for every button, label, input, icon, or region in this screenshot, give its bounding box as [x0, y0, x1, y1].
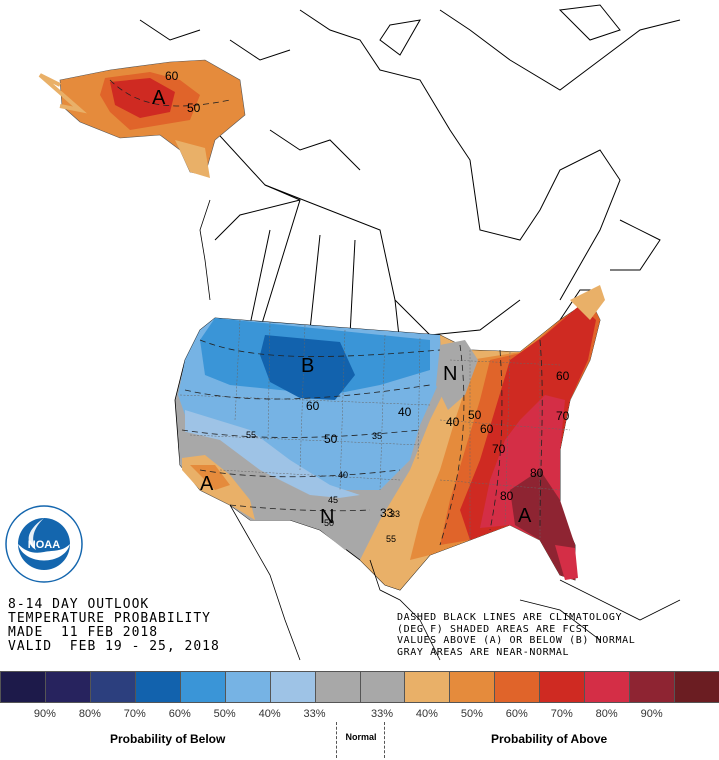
- legend-swatch: [0, 671, 46, 703]
- alaska-region: [38, 59, 246, 178]
- legend-swatch: [494, 671, 541, 703]
- contour-label: 45: [328, 495, 338, 505]
- noaa-logo: NOAA: [5, 505, 83, 583]
- contour-label: 50: [324, 432, 338, 446]
- legend-percent: 40%: [258, 708, 281, 720]
- climatology-lines: [109, 79, 543, 546]
- legend-swatch: [134, 671, 181, 703]
- legend-swatch: [404, 671, 451, 703]
- above-southeast-label: A: [518, 505, 532, 527]
- conus-region: [174, 285, 605, 591]
- legend-swatch: [314, 671, 361, 703]
- contour-label: 60: [480, 422, 494, 436]
- contour-label: 70: [492, 442, 506, 456]
- contour-label: 55: [246, 430, 256, 440]
- notes-block: DASHED BLACK LINES ARE CLIMATOLOGY (DEG …: [397, 612, 707, 658]
- legend-percent: 33%: [303, 708, 326, 720]
- normal-ohio-label: N: [443, 363, 457, 385]
- probability-below-label: Probability of Below: [110, 732, 226, 746]
- note-line: GRAY AREAS ARE NEAR-NORMAL: [397, 646, 570, 658]
- noaa-logo-text: NOAA: [28, 539, 60, 551]
- legend-swatch: [539, 671, 586, 703]
- legend-swatch: [179, 671, 226, 703]
- contour-label: 40: [338, 470, 348, 480]
- legend-percent: 80%: [595, 708, 618, 720]
- legend-swatch: [224, 671, 271, 703]
- state-boundaries: [179, 319, 571, 540]
- legend-percent: 70%: [123, 708, 146, 720]
- contour-label: 50: [187, 101, 201, 115]
- region-letter-group: B A A A N N: [152, 87, 532, 528]
- contour-label: 70: [556, 409, 570, 423]
- contour-label: 80: [530, 466, 544, 480]
- title-line: 8-14 DAY OUTLOOK: [8, 597, 150, 612]
- probability-above-label: Probability of Above: [491, 732, 608, 746]
- contour-label: 60: [165, 69, 179, 83]
- contour-label: 60: [306, 399, 320, 413]
- legend-swatch: [89, 671, 136, 703]
- contour-label: 40: [398, 405, 412, 419]
- title-block: 8-14 DAY OUTLOOK TEMPERATURE PROBABILITY…: [8, 598, 308, 654]
- legend-percent: 80%: [78, 708, 101, 720]
- contour-label: 33: [380, 506, 394, 520]
- outlook-map: 60 50 40 35 33 40 45 50 55 60 70 80 80 5…: [38, 4, 681, 661]
- contour-label: 33: [390, 509, 400, 519]
- legend-swatch: [359, 671, 406, 703]
- mexico-outline: [199, 199, 681, 661]
- title-line: TEMPERATURE PROBABILITY: [8, 611, 212, 626]
- normal-divider: [384, 722, 385, 758]
- legend-percent: 33%: [370, 708, 393, 720]
- above-southwest-label: A: [200, 473, 214, 495]
- legend-swatch: [674, 671, 719, 703]
- note-line: DASHED BLACK LINES ARE CLIMATOLOGY: [397, 612, 623, 623]
- legend-swatch: [629, 671, 676, 703]
- legend-percent: 60%: [168, 708, 191, 720]
- canada-outline: [139, 4, 681, 346]
- legend-swatch: [584, 671, 631, 703]
- contour-label: 60: [556, 369, 570, 383]
- legend-percent: 90%: [640, 708, 663, 720]
- contour-label: 35: [372, 431, 382, 441]
- contour-label: 55: [386, 534, 396, 544]
- color-legend: [0, 671, 719, 703]
- legend-percent: 50%: [213, 708, 236, 720]
- valid-dates: VALID FEB 19 - 25, 2018: [8, 639, 220, 654]
- contour-label: 50: [468, 408, 482, 422]
- legend-percent: 70%: [550, 708, 573, 720]
- legend-percent: 90%: [33, 708, 56, 720]
- legend-swatch: [44, 671, 91, 703]
- note-line: VALUES ABOVE (A) OR BELOW (B) NORMAL: [397, 635, 636, 646]
- note-line: (DEG F) SHADED AREAS ARE FCST: [397, 623, 589, 635]
- normal-texas-label: N: [320, 506, 334, 528]
- contour-label: 40: [446, 415, 460, 429]
- normal-divider: [336, 722, 337, 758]
- above-alaska-label: A: [152, 87, 166, 109]
- legend-swatch: [269, 671, 316, 703]
- legend-swatch: [449, 671, 496, 703]
- contour-label: 80: [500, 489, 514, 503]
- below-center-label: B: [301, 355, 314, 377]
- legend-percent: 40%: [415, 708, 438, 720]
- contour-label: 50: [324, 518, 334, 528]
- contour-label-group: 60 50 40 35 33 40 45 50 55 60 70 80 80 5…: [165, 69, 570, 544]
- made-date: MADE 11 FEB 2018: [8, 625, 159, 640]
- legend-percent: 60%: [505, 708, 528, 720]
- normal-label: Normal: [345, 732, 377, 742]
- legend-percent: 50%: [460, 708, 483, 720]
